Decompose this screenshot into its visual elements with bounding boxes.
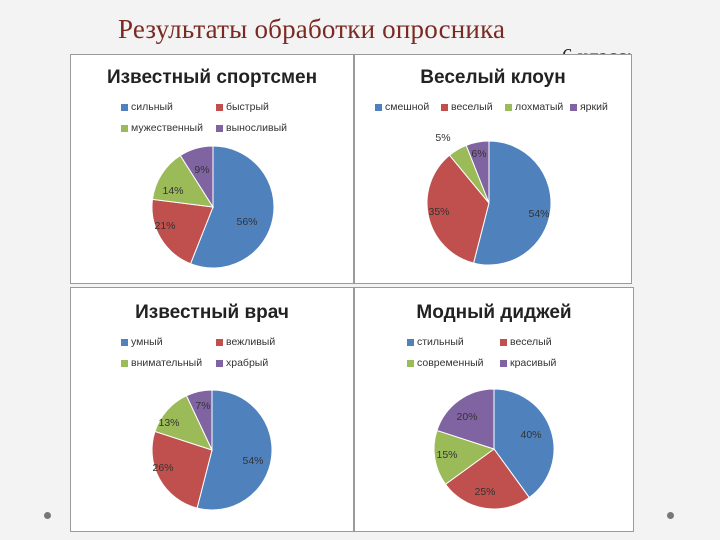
legend-swatch	[500, 359, 507, 367]
chart-title: Известный врач	[135, 302, 289, 323]
pie-slice	[179, 145, 214, 209]
legend-swatch	[121, 124, 128, 132]
legend-swatch	[216, 338, 223, 346]
slice-label: 7%	[195, 400, 210, 412]
legend-swatch	[121, 103, 128, 111]
legend-label: быстрый	[226, 101, 269, 113]
pie-slice	[472, 140, 552, 266]
legend-item: веселый	[500, 336, 552, 348]
legend-item: храбрый	[216, 357, 268, 369]
pie-slice	[465, 140, 490, 204]
legend-item: внимательный	[121, 357, 202, 369]
pie-slice	[444, 448, 530, 510]
pie-slice	[151, 198, 214, 265]
slice-label: 15%	[436, 449, 457, 461]
legend-item: смешной	[375, 101, 429, 113]
legend-label: красивый	[510, 357, 557, 369]
legend-swatch	[216, 103, 223, 111]
legend-label: внимательный	[131, 357, 203, 369]
pie-slice	[151, 154, 214, 208]
pie-chart: 54% 35% 5% 6%	[426, 132, 552, 266]
slice-label: 40%	[520, 429, 541, 441]
pie-slice	[436, 388, 495, 450]
legend-item: мужественный	[121, 122, 203, 134]
legend-swatch	[407, 338, 414, 346]
legend-swatch	[375, 103, 382, 111]
chart-panel-clown: Веселый клоун смешной веселый лохматый яркий…	[354, 54, 632, 284]
pie-chart: 56% 21% 14% 9%	[151, 145, 275, 269]
chart-title: Известный спортсмен	[106, 67, 318, 88]
slice-label: 14%	[162, 185, 183, 197]
pie-chart: 40% 25% 15% 20%	[433, 388, 555, 510]
chart-panel-dj: Модный диджей стильный веселый современный к…	[354, 287, 634, 532]
legend-label: вежливый	[226, 336, 276, 348]
legend-label: современный	[417, 357, 484, 369]
legend-item: стильный	[407, 336, 464, 348]
pie-slice	[426, 154, 490, 264]
chart-panel-doctor: Известный врач умный вежливый внимательный х…	[70, 287, 354, 532]
legend-swatch	[216, 359, 223, 367]
chart-title: Веселый клоун	[420, 67, 566, 88]
slide-bullet-right	[667, 512, 674, 519]
legend-swatch	[505, 103, 512, 111]
legend-swatch	[121, 338, 128, 346]
legend-swatch	[500, 338, 507, 346]
pie-slice	[493, 388, 555, 499]
chart-panel-sportsman: Известный спортсмен сильный быстрый мужеств…	[70, 54, 354, 284]
legend-label: сильный	[131, 101, 173, 113]
legend-label: яркий	[580, 101, 608, 113]
slice-label: 20%	[456, 411, 477, 423]
legend-swatch	[441, 103, 448, 111]
pie-slice	[151, 430, 213, 509]
legend-item: лохматый	[505, 101, 563, 113]
pie-slice	[196, 389, 273, 511]
pie-chart: 54% 26% 13% 7%	[151, 389, 273, 511]
legend-swatch	[121, 359, 128, 367]
legend-label: умный	[131, 336, 163, 348]
page-title: Результаты обработки опросника	[118, 14, 506, 44]
legend-swatch	[407, 359, 414, 367]
legend-item: вежливый	[216, 336, 275, 348]
slice-label: 54%	[528, 208, 549, 220]
legend-label: храбрый	[226, 357, 269, 369]
pie-slice	[433, 429, 496, 485]
slice-label: 54%	[242, 455, 263, 467]
slide-bullet-left	[44, 512, 51, 519]
legend-swatch	[216, 124, 223, 132]
legend-label: мужественный	[131, 122, 203, 134]
slice-label: 9%	[194, 164, 209, 176]
legend-item: выносливый	[216, 122, 287, 134]
legend-label: смешной	[385, 101, 430, 113]
slice-label: 56%	[236, 216, 257, 228]
legend-item: яркий	[570, 101, 608, 113]
chart-title: Модный диджей	[416, 302, 572, 323]
legend-label: веселый	[451, 101, 493, 113]
legend-item: веселый	[441, 101, 493, 113]
pie-slice	[189, 145, 275, 269]
slice-label: 26%	[152, 462, 173, 474]
slice-label: 21%	[154, 220, 175, 232]
legend-item: современный	[407, 357, 484, 369]
pie-slice	[185, 389, 213, 451]
legend-swatch	[570, 103, 577, 111]
slice-label: 5%	[435, 132, 450, 144]
legend-item: сильный	[121, 101, 173, 113]
legend-label: стильный	[417, 336, 464, 348]
legend-item: быстрый	[216, 101, 269, 113]
legend-label: выносливый	[226, 122, 287, 134]
legend-label: лохматый	[515, 101, 564, 113]
slice-label: 25%	[474, 486, 495, 498]
slice-label: 6%	[471, 148, 486, 160]
legend-item: красивый	[500, 357, 556, 369]
legend-item: умный	[121, 336, 163, 348]
slice-label: 13%	[158, 417, 179, 429]
slice-label: 35%	[428, 206, 449, 218]
legend-label: веселый	[510, 336, 552, 348]
